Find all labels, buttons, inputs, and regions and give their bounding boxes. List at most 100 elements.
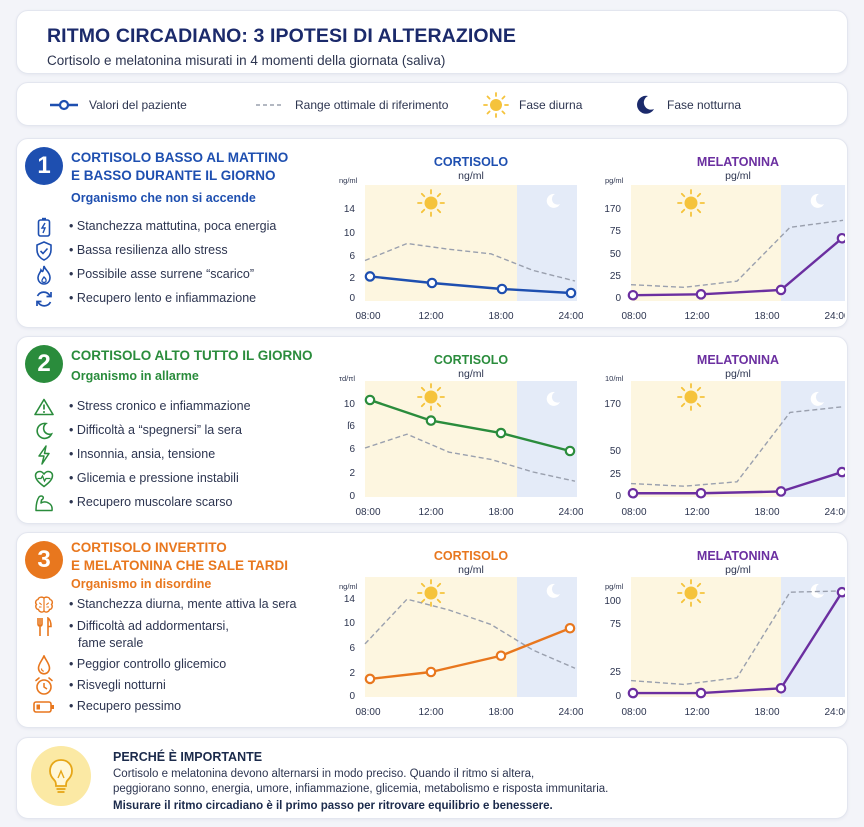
section-3-title-line-1: CORTISOLO INVERTITO bbox=[71, 540, 227, 555]
chart-unit: ng/ml bbox=[458, 368, 484, 380]
bullet-text: Stress cronico e infiammazione bbox=[69, 397, 251, 415]
patient-series-line bbox=[632, 237, 843, 297]
bullet-text: Recupero pessimo bbox=[69, 697, 181, 715]
footer-line-1: Cortisolo e melatonina devono alternarsi… bbox=[113, 768, 535, 780]
section-2: 2 CORTISOLO ALTO TUTTO IL GIORNO Organis… bbox=[16, 336, 848, 524]
bullet-text: Risvegli notturni bbox=[69, 676, 166, 694]
sun-ray bbox=[420, 582, 426, 588]
chart-title: MELATONINA bbox=[697, 353, 779, 367]
y-tick-label: 10 bbox=[344, 399, 356, 410]
section-1-title: CORTISOLO BASSO AL MATTINO E BASSO DURAN… bbox=[71, 149, 288, 185]
bullet-text: Stanchezza mattutina, poca energia bbox=[69, 217, 276, 235]
legend-patient: Valori del paziente bbox=[49, 83, 187, 127]
sun-ray bbox=[420, 402, 426, 408]
sun-ray bbox=[680, 582, 686, 588]
lightbulb-icon bbox=[31, 746, 91, 806]
reference-range-line bbox=[630, 219, 844, 289]
moon-icon bbox=[33, 421, 55, 441]
chart-title: CORTISOLO bbox=[434, 549, 509, 563]
data-point bbox=[564, 622, 576, 634]
sun-icon bbox=[677, 579, 705, 607]
y-tick-label: 10 bbox=[344, 228, 356, 239]
x-tick-label: 12:00 bbox=[684, 707, 709, 718]
bullet-text: Difficoltà a “spegnersi” la sera bbox=[69, 421, 242, 439]
legend-day: Fase diurna bbox=[483, 83, 582, 127]
cutlery-icon bbox=[33, 617, 55, 637]
battery-low-icon bbox=[33, 697, 55, 717]
chart-unit: ng/ml bbox=[458, 564, 484, 576]
footer-line-2: peggiorano sonno, energia, umore, infiam… bbox=[113, 783, 609, 795]
legend-night-label: Fase notturna bbox=[667, 98, 742, 112]
sun-ray bbox=[420, 598, 426, 604]
sun-ray bbox=[420, 208, 426, 214]
bullet-text-line-2: fame serale bbox=[78, 636, 144, 650]
x-tick-label: 24:00 bbox=[558, 507, 583, 518]
data-point bbox=[695, 687, 707, 699]
legend-night: Fase notturna bbox=[633, 83, 741, 127]
section-1: 1 CORTISOLO BASSO AL MATTINO E BASSO DUR… bbox=[16, 138, 848, 328]
list-item: Peggior controllo glicemico bbox=[33, 655, 296, 676]
chart-unit: pg/ml bbox=[725, 170, 751, 182]
day-phase-band bbox=[365, 577, 517, 697]
bullet-text: Insonnia, ansia, tensione bbox=[69, 445, 215, 463]
sun-icon bbox=[677, 189, 705, 217]
list-item: Insonnia, ansia, tensione bbox=[33, 445, 251, 469]
section-3-title-line-2: E MELATONINA CHE SALE TARDI bbox=[71, 558, 289, 573]
y-tick-label: 14 bbox=[344, 204, 356, 215]
x-tick-label: 24:00 bbox=[558, 311, 583, 322]
heart-pulse-icon bbox=[33, 469, 55, 489]
y-tick-label: 14 bbox=[344, 594, 356, 605]
x-tick-label: 24:00 bbox=[558, 707, 583, 718]
legend-reference-label: Range ottimale di riferimento bbox=[295, 98, 449, 112]
sun-ray bbox=[680, 402, 686, 408]
x-tick-label: 24:00 bbox=[824, 311, 845, 322]
list-item: Risvegli notturni bbox=[33, 676, 296, 697]
moon-icon bbox=[637, 95, 654, 114]
section-2-title-line-1: CORTISOLO ALTO TUTTO IL GIORNO bbox=[71, 348, 313, 363]
y-tick-label: 170 bbox=[604, 204, 621, 215]
x-tick-label: 12:00 bbox=[418, 507, 443, 518]
y-tick-label: 0 bbox=[615, 293, 621, 304]
list-item: Stanchezza mattutina, poca energia bbox=[33, 217, 276, 241]
patient-line-icon bbox=[50, 99, 78, 111]
section-2-badge: 2 bbox=[25, 345, 63, 383]
section-2-title: CORTISOLO ALTO TUTTO IL GIORNO bbox=[71, 347, 313, 365]
y-tick-label: 0 bbox=[349, 293, 355, 304]
y-tick-label: 0 bbox=[615, 691, 621, 702]
sun-core bbox=[424, 390, 438, 404]
data-point bbox=[695, 289, 707, 300]
data-point bbox=[627, 487, 639, 499]
x-tick-label: 08:00 bbox=[355, 311, 380, 322]
day-phase-band bbox=[365, 185, 517, 301]
y-tick-label: 50 bbox=[610, 249, 622, 260]
data-point bbox=[627, 289, 639, 301]
sun-icon bbox=[417, 579, 445, 607]
section-2-bullets: Stress cronico e infiammazione Difficolt… bbox=[33, 397, 251, 517]
patient-series-line bbox=[369, 275, 572, 295]
x-tick-label: 08:00 bbox=[621, 507, 646, 518]
chart-unit: ng/ml bbox=[458, 170, 484, 182]
data-point bbox=[775, 486, 787, 497]
footer-card: PERCHÉ È IMPORTANTE Cortisolo e melatoni… bbox=[16, 737, 848, 819]
y-tick-label: 75 bbox=[610, 226, 622, 237]
y-tick-label: 100 bbox=[604, 596, 621, 607]
data-point bbox=[426, 277, 438, 289]
chart-title: CORTISOLO bbox=[434, 353, 509, 367]
legend-reference: Range ottimale di riferimento bbox=[255, 83, 448, 127]
chart-title: MELATONINA bbox=[697, 155, 779, 169]
y-tick-label: 50 bbox=[610, 446, 622, 457]
moon-icon bbox=[810, 583, 824, 598]
y-tick-label: 25 bbox=[610, 667, 622, 678]
sun-ray bbox=[680, 598, 686, 604]
section-3: 3 CORTISOLO INVERTITO E MELATONINA CHE S… bbox=[16, 532, 848, 728]
y-tick-label: 0 bbox=[349, 691, 355, 702]
axis-label-y: ng/ml bbox=[339, 582, 358, 591]
reference-line-icon bbox=[256, 104, 284, 106]
y-tick-label: 10 bbox=[344, 618, 356, 629]
